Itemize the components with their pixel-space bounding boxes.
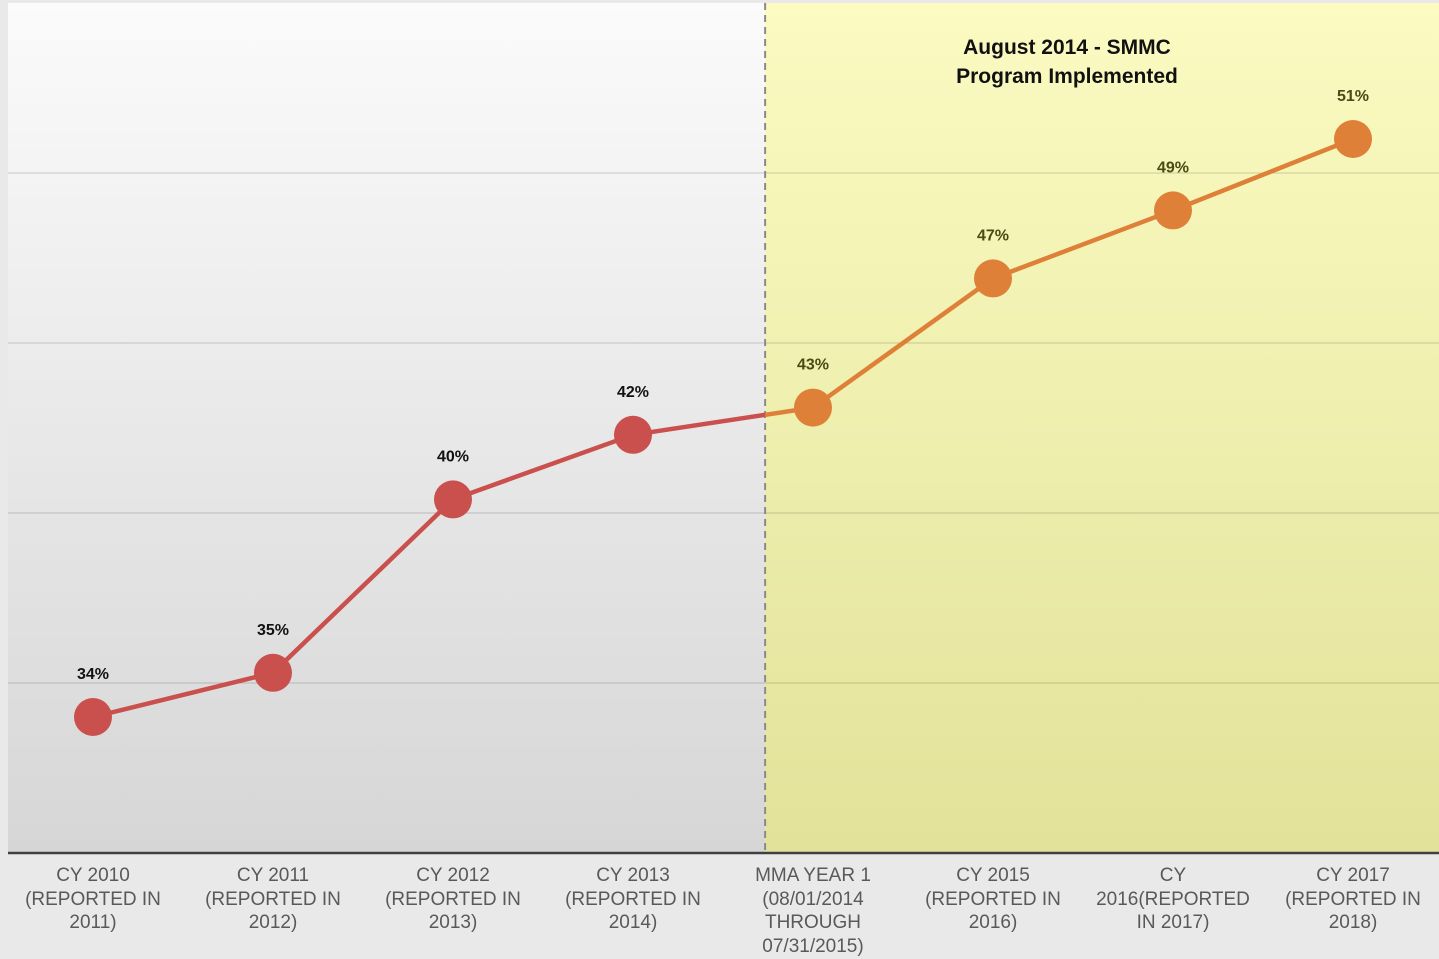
- line: [92, 412, 766, 720]
- data-label: 34%: [77, 666, 109, 683]
- data-label: 35%: [257, 622, 289, 639]
- data-label: 51%: [1337, 88, 1369, 105]
- x-tick-label: CY 2017 (REPORTED IN 2018): [1285, 865, 1421, 933]
- x-tick-label: CY 2010 (REPORTED IN 2011): [25, 865, 161, 933]
- data-label: 42%: [617, 384, 649, 401]
- line: [765, 136, 1354, 418]
- x-tick-label: CY 2015 (REPORTED IN 2016): [925, 865, 1061, 933]
- data-label: 40%: [437, 448, 469, 465]
- annotation: August 2014 - SMMC: [963, 36, 1171, 59]
- x-tick-label: CY 2013 (REPORTED IN 2014): [565, 865, 701, 933]
- point: [74, 698, 112, 736]
- data-label: 43%: [797, 357, 829, 374]
- x-tick-label: CY 2012 (REPORTED IN 2013): [385, 865, 521, 933]
- x-tick-label: MMA YEAR 1 (08/01/2014 THROUGH 07/31/201…: [755, 865, 871, 957]
- data-label: 47%: [977, 227, 1009, 244]
- point: [974, 259, 1012, 298]
- annotation: Program Implemented: [956, 65, 1178, 88]
- point: [434, 480, 472, 519]
- point: [254, 653, 292, 692]
- point: [794, 388, 832, 427]
- point: [1334, 120, 1372, 158]
- data-label: 49%: [1157, 159, 1189, 176]
- highlight-region: [765, 3, 1439, 853]
- plot-background: [8, 3, 766, 853]
- point: [614, 415, 652, 454]
- x-tick-label: CY 2016(REPORTED IN 2017): [1096, 865, 1250, 933]
- point: [1154, 191, 1192, 230]
- x-tick-label: CY 2011 (REPORTED IN 2012): [205, 865, 341, 933]
